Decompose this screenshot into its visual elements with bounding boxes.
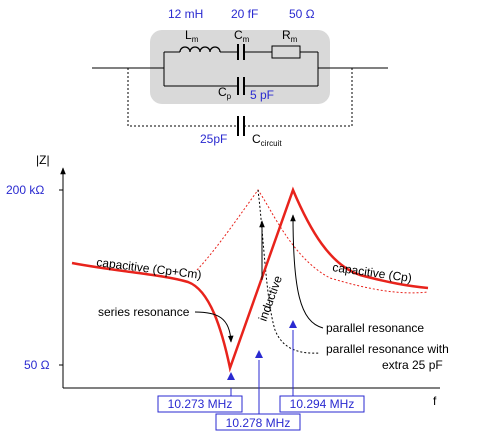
freq-box-series: [157, 395, 243, 413]
x-axis-label: f: [433, 394, 437, 408]
y-axis-label: |Z|: [36, 153, 50, 167]
rm-value: 50 Ω: [289, 7, 315, 21]
freq-box-mid: [215, 413, 301, 431]
inductor-symbol: [179, 46, 221, 53]
impedance-curve: [71, 186, 429, 373]
cp-label: Cp: [218, 85, 232, 101]
rm-label: Rm: [282, 28, 298, 44]
ccircuit-value: 25pF: [200, 132, 227, 146]
cm-label: Cm: [234, 28, 250, 44]
series-resonance-arrow: [194, 311, 234, 343]
label-parallel-resonance: parallel resonance: [326, 321, 424, 335]
label-series-resonance: series resonance: [98, 305, 190, 319]
freq-parallel: 10.294 MHz: [290, 397, 355, 411]
label-capacitive-right: capacitive (Cp): [332, 260, 413, 285]
label-parallel-extra-1: parallel resonance with: [326, 342, 449, 356]
label-capacitive-left: capacitive (Cp+Cm): [96, 255, 203, 282]
ytick-200k: 200 kΩ: [6, 183, 44, 197]
freq-series: 10.273 MHz: [168, 397, 233, 411]
circuit-schematic: 12 mH 20 fF 50 Ω Lm Cm Rm Cp 5 pF 25pF C…: [92, 7, 388, 148]
circuit-capacitance-path: [127, 68, 238, 127]
impedance-plot: |Z| f 200 kΩ 50 Ω capacitive (Cp+Cm) cap…: [6, 153, 449, 431]
parallel-resonance-extra-curve: [257, 189, 321, 354]
freq-mid: 10.278 MHz: [226, 416, 291, 430]
impedance-curve-dotted: [196, 189, 429, 294]
lm-value: 12 mH: [168, 7, 203, 21]
cm-value: 20 fF: [231, 7, 258, 21]
label-parallel-extra-2: extra 25 pF: [382, 358, 443, 372]
cp-value: 5 pF: [250, 88, 274, 102]
ccircuit-capacitor-symbol: [237, 116, 245, 136]
ytick-50: 50 Ω: [24, 358, 50, 372]
parallel-resonance-arrow: [290, 214, 324, 329]
freq-box-parallel: [279, 395, 365, 413]
marker-series: 10.273 MHz: [157, 372, 243, 413]
marker-parallel: 10.294 MHz: [279, 320, 365, 413]
ccircuit-label: Ccircuit: [252, 132, 282, 148]
marker-mid: 10.278 MHz: [215, 350, 301, 431]
lm-label: Lm: [185, 28, 199, 44]
